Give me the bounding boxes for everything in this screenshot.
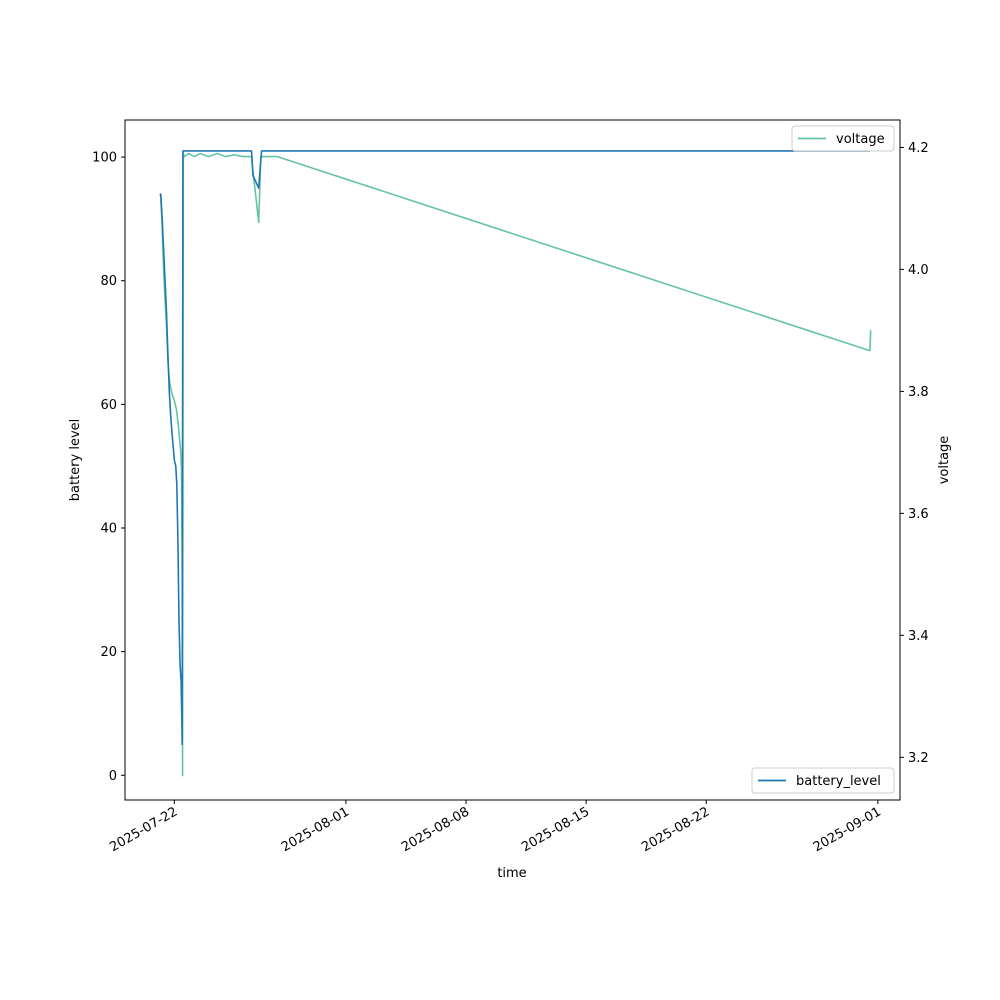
y-axis-label: battery level bbox=[68, 419, 83, 502]
legend-battery-level: battery_level bbox=[751, 767, 895, 794]
legend-box bbox=[751, 767, 895, 794]
y2-tick-label: 4.0 bbox=[908, 263, 929, 278]
x-axis-label: time bbox=[497, 866, 526, 881]
y-tick-label: 80 bbox=[100, 274, 117, 289]
y2-tick-label: 3.8 bbox=[908, 385, 929, 400]
y-tick-label: 100 bbox=[92, 151, 117, 166]
axes-frame bbox=[124, 119, 901, 801]
y2-tick-label: 3.4 bbox=[908, 629, 929, 644]
y2-tick-label: 4.2 bbox=[908, 141, 929, 156]
legend-voltage: voltage bbox=[791, 125, 895, 152]
y2-axis-label: voltage bbox=[937, 436, 952, 485]
series-line-battery-level bbox=[159, 150, 870, 746]
y-tick-label: 40 bbox=[100, 522, 117, 537]
y-tick-label: 0 bbox=[109, 769, 117, 784]
legend-box bbox=[791, 125, 895, 152]
y-tick-label: 60 bbox=[100, 398, 117, 413]
y2-tick-label: 3.2 bbox=[908, 751, 929, 766]
y-tick-label: 20 bbox=[100, 645, 117, 660]
y2-tick-label: 3.6 bbox=[908, 507, 929, 522]
plot-area bbox=[125, 120, 900, 800]
legend-label: voltage bbox=[836, 132, 885, 147]
legend-label: battery_level bbox=[796, 774, 881, 789]
